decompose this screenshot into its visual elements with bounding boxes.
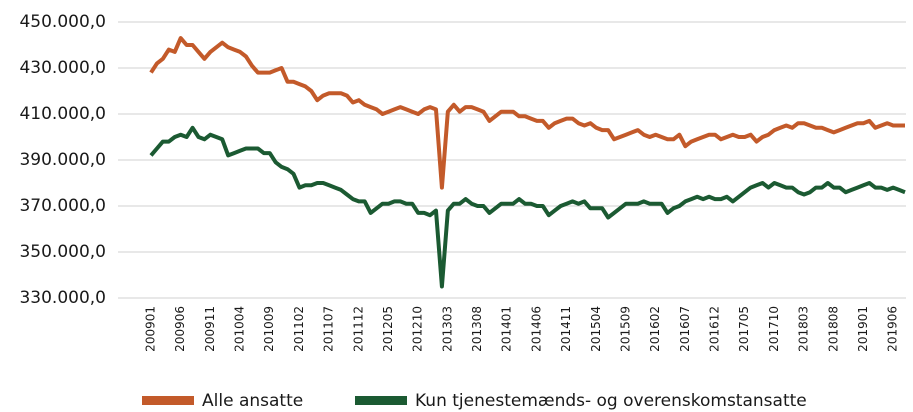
x-tick-label: 201308 <box>470 306 484 352</box>
legend-label: Kun tjenestemænds- og overenskomstansatt… <box>415 391 807 411</box>
x-tick-label: 201602 <box>648 306 662 352</box>
x-tick-label: 200901 <box>144 306 158 352</box>
x-tick-label: 201808 <box>826 306 840 352</box>
legend-swatch <box>142 396 194 405</box>
x-tick-label: 201906 <box>886 306 900 352</box>
y-tick-label: 370.000,0 <box>19 196 106 216</box>
x-tick-label: 201205 <box>381 306 395 352</box>
y-tick-label: 330.000,0 <box>19 288 106 308</box>
x-tick-label: 201901 <box>856 306 870 352</box>
y-tick-label: 390.000,0 <box>19 150 106 170</box>
x-tick-label: 201107 <box>322 306 336 352</box>
x-tick-label: 200911 <box>203 306 217 352</box>
x-tick-label: 201607 <box>678 306 692 352</box>
x-tick-label: 201112 <box>351 306 365 352</box>
x-tick-label: 201710 <box>767 306 781 352</box>
x-tick-label: 200906 <box>173 306 187 352</box>
x-tick-label: 201009 <box>262 306 276 352</box>
x-tick-label: 201803 <box>797 306 811 352</box>
x-tick-label: 201411 <box>559 306 573 352</box>
legend-swatch <box>355 396 407 405</box>
x-tick-label: 201509 <box>618 306 632 352</box>
x-tick-label: 201210 <box>411 306 425 352</box>
legend-label: Alle ansatte <box>202 391 303 411</box>
x-tick-label: 201504 <box>589 306 603 352</box>
y-tick-label: 350.000,0 <box>19 242 106 262</box>
y-tick-label: 430.000,0 <box>19 58 106 78</box>
x-tick-label: 201612 <box>708 306 722 352</box>
y-tick-label: 450.000,0 <box>19 12 106 32</box>
x-tick-label: 201004 <box>233 306 247 352</box>
series-line <box>149 125 906 289</box>
x-tick-label: 201705 <box>737 306 751 352</box>
y-tick-label: 410.000,0 <box>19 104 106 124</box>
x-tick-label: 201102 <box>292 306 306 352</box>
x-tick-label: 201303 <box>440 306 454 352</box>
x-tick-label: 201401 <box>500 306 514 352</box>
x-tick-label: 201406 <box>529 306 543 352</box>
series-line <box>149 36 905 190</box>
